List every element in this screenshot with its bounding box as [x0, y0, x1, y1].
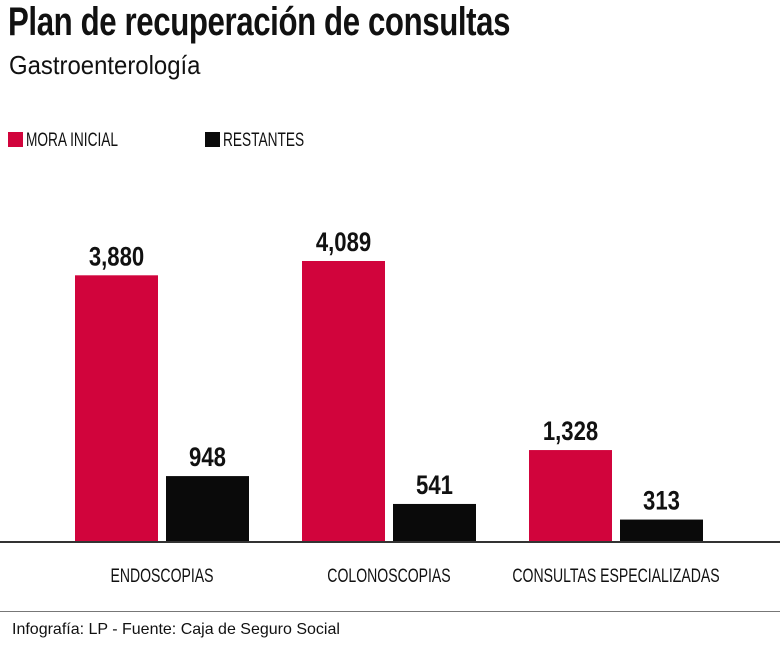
bar-restantes-0: [166, 476, 249, 541]
bar-mora-2: [529, 450, 612, 541]
category-label: ENDOSCOPIAS: [110, 565, 213, 587]
legend-label-mora: MORA INICIAL: [26, 130, 118, 151]
chart-subtitle: Gastroenterología: [9, 50, 201, 80]
legend-swatch-mora: [8, 132, 23, 147]
bar-mora-1: [302, 260, 385, 541]
category-label: COLONOSCOPIAS: [327, 565, 450, 587]
bar-restantes-2: [620, 519, 703, 541]
footer-credit: Infografía: LP - Fuente: Caja de Seguro …: [12, 621, 340, 638]
bar-plot: 3,880 948 ENDOSCOPIAS 4,089 541 COLONOSCOPIAS…: [0, 228, 780, 587]
legend-swatch-restantes: [205, 132, 220, 147]
bar-mora-0: [75, 275, 158, 541]
chart-title: Plan de recuperación de consultas: [8, 0, 511, 44]
category-label: CONSULTAS ESPECIALIZADAS: [512, 565, 719, 587]
data-label: 313: [643, 487, 680, 517]
data-label: 3,880: [89, 242, 144, 272]
legend-label-restantes: RESTANTES: [223, 130, 305, 151]
data-label: 948: [189, 443, 226, 473]
data-label: 1,328: [543, 417, 598, 447]
footer-divider: [0, 611, 780, 612]
data-label: 541: [416, 471, 453, 501]
bar-restantes-1: [393, 503, 476, 541]
data-label: 4,089: [316, 228, 371, 258]
